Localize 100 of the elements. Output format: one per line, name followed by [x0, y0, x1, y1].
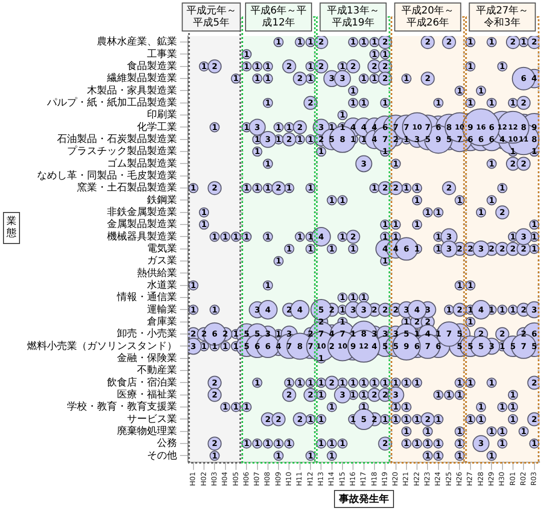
data-label: 1 — [382, 232, 388, 242]
data-label: 2 — [510, 244, 516, 254]
data-label: 1 — [286, 184, 292, 193]
y-tick-label: 食品製造業 — [127, 60, 177, 72]
data-label: 1 — [361, 38, 368, 47]
data-label: 2 — [500, 244, 506, 254]
data-label: 2 — [329, 378, 335, 388]
data-label: 3 — [340, 74, 346, 84]
data-label: 1 — [254, 74, 260, 84]
data-label: 2 — [446, 38, 452, 47]
data-label: 1 — [233, 74, 240, 84]
data-label: 7 — [382, 134, 388, 144]
data-label: 2 — [212, 439, 218, 448]
data-label: 2 — [382, 390, 388, 400]
data-label: 2 — [382, 74, 388, 84]
data-label: 1 — [276, 439, 282, 448]
band-label: 平成20年～平成26年 — [401, 4, 454, 29]
data-label: 2 — [424, 74, 431, 84]
data-label: 1 — [414, 414, 420, 424]
data-label: 2 — [382, 184, 388, 193]
data-label: 8 — [340, 134, 346, 144]
data-label: 4 — [382, 244, 388, 254]
data-label: 3 — [478, 244, 484, 254]
y-tick-label: その他 — [147, 449, 177, 462]
data-label: 1 — [350, 244, 356, 254]
data-label: 1 — [276, 122, 282, 132]
data-label: 1 — [340, 196, 346, 205]
data-label: 1 — [500, 62, 506, 71]
data-label: 6 — [468, 134, 474, 144]
data-label: 1 — [361, 402, 368, 412]
data-label: 2 — [382, 439, 388, 448]
data-label: 1 — [436, 208, 442, 217]
data-label: 1 — [392, 414, 399, 424]
data-label: 3 — [318, 122, 324, 132]
data-label: 1 — [361, 98, 368, 108]
data-label: 1 — [350, 414, 356, 424]
data-label: 3 — [340, 390, 346, 400]
data-label: 2 — [392, 184, 399, 193]
data-label: 2 — [350, 62, 356, 71]
data-label: 2 — [318, 38, 324, 47]
data-label: 1 — [478, 86, 484, 96]
data-label: 2 — [531, 38, 538, 47]
y-tick-label: 倉庫業 — [147, 316, 177, 328]
data-label: 1 — [265, 62, 272, 71]
data-label: 9 — [468, 122, 474, 132]
data-label: 1 — [308, 244, 314, 254]
data-label: 1 — [404, 402, 410, 412]
data-label: 1 — [286, 122, 292, 132]
data-label: 1 — [308, 74, 314, 84]
y-tick-label: プラスチック製品製造業 — [67, 145, 177, 158]
data-label: 9 — [436, 134, 442, 144]
data-label: 1 — [510, 147, 516, 156]
data-label: 1 — [510, 232, 516, 242]
data-label: 1 — [510, 390, 516, 400]
y-tick-label: 学校・教育・教育支援業 — [67, 400, 177, 413]
data-label: 4 — [392, 244, 399, 254]
data-label: 1 — [276, 134, 282, 144]
data-label: 5 — [446, 134, 452, 144]
data-label: 1 — [308, 184, 314, 193]
data-label: 1 — [414, 244, 420, 254]
data-label: 1 — [456, 196, 463, 205]
band-label: 平成6年～平成12年 — [250, 4, 307, 29]
data-label: 1 — [468, 62, 474, 71]
data-label: 1 — [254, 439, 260, 448]
data-label: 2 — [382, 62, 388, 71]
data-label: 1 — [456, 280, 463, 290]
data-label: 1 — [297, 232, 304, 242]
data-label: 1 — [510, 414, 516, 424]
data-label: 1 — [318, 439, 324, 448]
data-label: 1 — [404, 134, 410, 144]
data-label: 1 — [329, 451, 336, 460]
data-label: 1 — [308, 378, 314, 388]
data-label: 1 — [340, 122, 346, 132]
data-label: 2 — [456, 244, 462, 254]
data-label: 1 — [436, 98, 442, 108]
y-tick-label: サービス業 — [127, 412, 177, 425]
data-label: 1 — [510, 402, 516, 412]
y-tick-label: 水道業 — [147, 279, 177, 292]
data-label: 1 — [265, 159, 272, 168]
y-tick-label: 化学工業 — [137, 120, 177, 133]
data-label: 1 — [340, 232, 346, 242]
y-tick-label: 印刷業 — [147, 108, 177, 121]
data-label: 1 — [286, 439, 292, 448]
data-label: 8 — [531, 134, 538, 144]
data-label: 1 — [244, 50, 250, 59]
data-label: 2 — [212, 62, 218, 71]
data-label: 1 — [456, 378, 463, 388]
data-label: 1 — [404, 184, 410, 193]
data-label: 1 — [308, 414, 314, 424]
data-label: 8 — [446, 122, 452, 132]
y-tick-label: 電気業 — [147, 242, 177, 255]
data-label: 1 — [276, 256, 282, 266]
data-label: 1 — [436, 244, 442, 254]
band-label: 平成27年～令和3年 — [476, 4, 529, 29]
band-label: 平成元年～平成5年 — [186, 4, 236, 29]
data-label: 5 — [424, 134, 431, 144]
data-label: 1 — [190, 184, 197, 193]
data-label: 2 — [350, 232, 356, 242]
data-label: 1 — [265, 232, 272, 242]
data-label: 2 — [318, 134, 324, 144]
